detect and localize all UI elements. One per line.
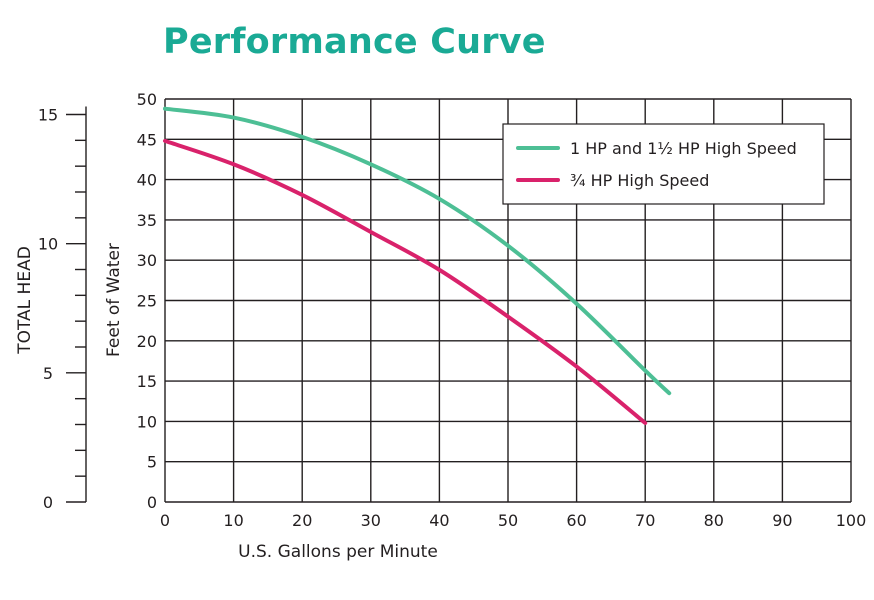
legend-label-1: 1 HP and 1½ HP High Speed [570,139,797,158]
total-head-tick-label: 5 [43,364,53,383]
series-line-1 [163,106,672,396]
x-tick-label: 20 [292,511,312,530]
y-tick-label: 35 [137,211,157,230]
x-tick-label: 60 [566,511,586,530]
y-tick-label: 30 [137,251,157,270]
y-tick-label: 40 [137,171,157,190]
y-tick-label: 0 [147,493,157,512]
tick-labels: 0 10 20 30 40 50 60 70 80 90 100 0 5 10 15 20 25 30 35 40 45… [137,90,867,530]
x-axis-title: U.S. Gallons per Minute [238,542,438,562]
y-tick-label: 5 [147,453,157,472]
x-tick-label: 50 [498,511,518,530]
total-head-axis: 0 5 10 15 [38,106,87,512]
x-tick-label: 100 [836,511,867,530]
y-tick-label: 45 [137,130,157,149]
y-tick-label: 25 [137,292,157,311]
total-head-axis-title: TOTAL HEAD [15,246,35,355]
x-tick-label: 40 [429,511,449,530]
y-tick-label: 10 [137,412,157,431]
y-tick-label: 15 [137,372,157,391]
x-tick-label: 0 [160,511,170,530]
total-head-tick-label: 10 [38,235,58,254]
x-tick-label: 80 [704,511,724,530]
legend: 1 HP and 1½ HP High Speed ¾ HP High Speed [502,123,825,205]
x-tick-label: 70 [635,511,655,530]
total-head-tick-label: 15 [38,106,58,125]
x-tick-label: 90 [772,511,792,530]
series-line-2 [163,138,648,426]
y-axis-title: Feet of Water [104,243,124,357]
y-tick-label: 20 [137,332,157,351]
total-head-tick-label: 0 [43,493,53,512]
x-tick-label: 30 [361,511,381,530]
chart-title: Performance Curve [163,22,546,62]
x-tick-label: 10 [223,511,243,530]
series-lines [163,106,672,426]
legend-label-2: ¾ HP High Speed [570,171,709,190]
legend-box [502,123,825,205]
axis-titles: U.S. Gallons per Minute Feet of Water TOTA… [15,243,438,562]
y-tick-label: 50 [137,90,157,109]
